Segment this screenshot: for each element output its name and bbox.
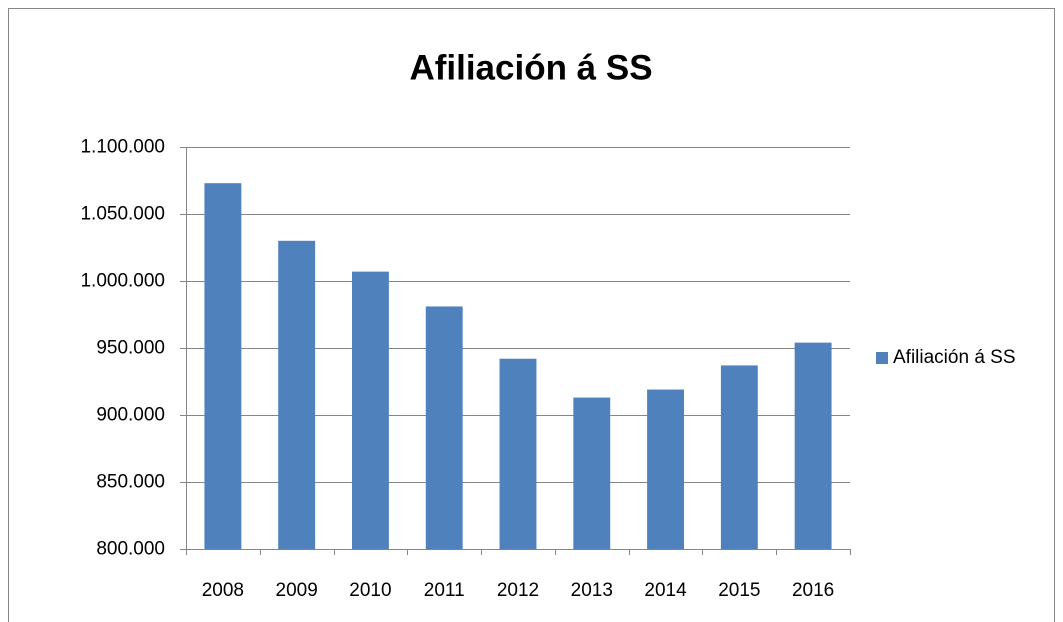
bar (352, 271, 389, 549)
bar (425, 306, 463, 549)
x-tick-label: 2016 (792, 580, 834, 601)
bar (573, 397, 611, 549)
y-tick-label: 850.000 (96, 472, 165, 493)
legend-label: Afiliación á SS (893, 347, 1016, 368)
y-tick-label: 1.100.000 (80, 137, 165, 158)
chart-title: Afiliación á SS (409, 48, 652, 87)
y-tick-label: 950.000 (96, 338, 165, 359)
y-tick-label: 800.000 (96, 539, 165, 560)
bar (204, 183, 242, 549)
bar (499, 358, 537, 549)
bar (647, 389, 684, 549)
y-tick-label: 900.000 (96, 405, 165, 426)
x-tick-label: 2008 (202, 580, 244, 601)
y-tick-label: 1.000.000 (80, 271, 165, 292)
x-tick-label: 2009 (276, 580, 318, 601)
x-tick-label: 2012 (497, 580, 539, 601)
y-tick-label: 1.050.000 (80, 204, 165, 225)
x-tick-label: 2014 (644, 580, 687, 601)
bar (278, 240, 316, 550)
x-tick-label: 2011 (424, 580, 465, 601)
bar (720, 365, 758, 549)
x-tick-label: 2010 (349, 580, 391, 601)
legend-swatch (876, 352, 888, 364)
x-tick-label: 2013 (571, 580, 613, 601)
bar (794, 342, 832, 549)
x-tick-label: 2015 (718, 580, 760, 601)
